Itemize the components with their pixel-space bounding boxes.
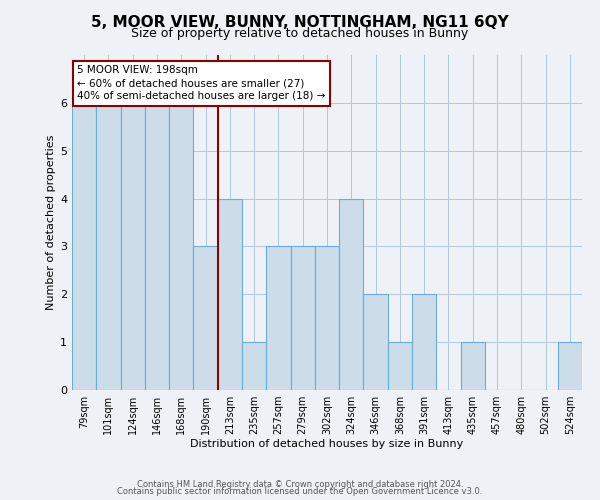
Text: Contains public sector information licensed under the Open Government Licence v3: Contains public sector information licen… bbox=[118, 487, 482, 496]
Y-axis label: Number of detached properties: Number of detached properties bbox=[46, 135, 56, 310]
Bar bbox=[412, 294, 436, 390]
Bar bbox=[315, 246, 339, 390]
Text: Size of property relative to detached houses in Bunny: Size of property relative to detached ho… bbox=[131, 28, 469, 40]
Bar bbox=[169, 103, 193, 390]
Bar bbox=[339, 198, 364, 390]
X-axis label: Distribution of detached houses by size in Bunny: Distribution of detached houses by size … bbox=[190, 438, 464, 448]
Bar bbox=[121, 103, 145, 390]
Text: 5 MOOR VIEW: 198sqm
← 60% of detached houses are smaller (27)
40% of semi-detach: 5 MOOR VIEW: 198sqm ← 60% of detached ho… bbox=[77, 65, 325, 102]
Bar bbox=[266, 246, 290, 390]
Bar bbox=[96, 103, 121, 390]
Bar bbox=[461, 342, 485, 390]
Bar bbox=[218, 198, 242, 390]
Bar bbox=[72, 103, 96, 390]
Text: Contains HM Land Registry data © Crown copyright and database right 2024.: Contains HM Land Registry data © Crown c… bbox=[137, 480, 463, 489]
Bar bbox=[364, 294, 388, 390]
Bar bbox=[388, 342, 412, 390]
Bar bbox=[242, 342, 266, 390]
Bar bbox=[558, 342, 582, 390]
Bar bbox=[290, 246, 315, 390]
Bar bbox=[145, 103, 169, 390]
Bar bbox=[193, 246, 218, 390]
Text: 5, MOOR VIEW, BUNNY, NOTTINGHAM, NG11 6QY: 5, MOOR VIEW, BUNNY, NOTTINGHAM, NG11 6Q… bbox=[91, 15, 509, 30]
